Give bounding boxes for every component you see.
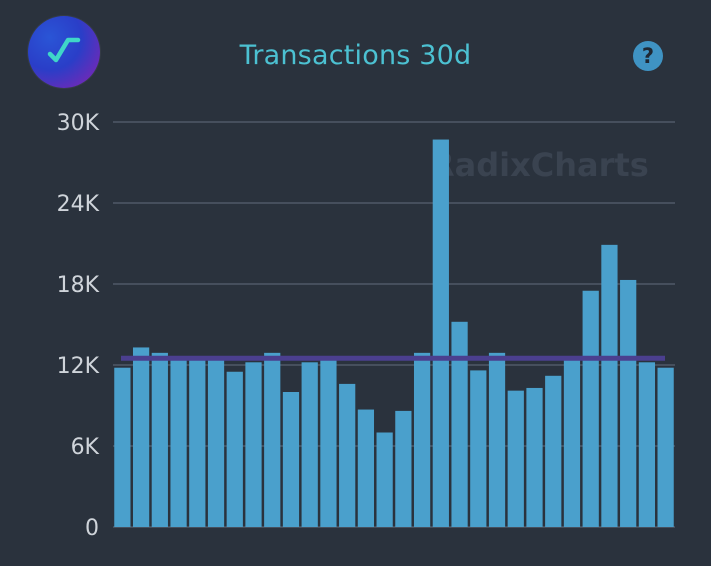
bar[interactable] (207, 359, 225, 527)
bar[interactable] (470, 370, 487, 527)
bar[interactable] (339, 383, 356, 527)
y-axis-ticks: 0 6K 12K 18K 24K 30K (57, 111, 100, 541)
bar[interactable] (545, 375, 562, 527)
checkmark-root-icon (47, 37, 81, 63)
bar[interactable] (451, 321, 468, 527)
bar[interactable] (264, 352, 281, 527)
y-tick-label: 18K (57, 273, 100, 298)
bar[interactable] (189, 359, 206, 527)
bar[interactable] (151, 352, 168, 527)
y-tick-label: 12K (57, 354, 100, 379)
grid-lines (113, 121, 675, 528)
bar[interactable] (301, 362, 318, 527)
bar[interactable] (563, 359, 581, 527)
help-icon[interactable]: ? (633, 41, 663, 71)
y-tick-label: 0 (85, 516, 99, 541)
bar[interactable] (114, 367, 131, 527)
bar[interactable] (376, 432, 393, 528)
y-tick-label: 6K (71, 435, 100, 460)
bar[interactable] (657, 367, 674, 527)
bar[interactable] (582, 290, 599, 527)
bar[interactable] (638, 362, 656, 527)
bar[interactable] (357, 409, 375, 527)
bar[interactable] (488, 352, 506, 527)
bar[interactable] (526, 387, 543, 527)
bars (114, 139, 674, 528)
watermark: RadixCharts (430, 146, 649, 184)
bar[interactable] (282, 392, 300, 527)
bar[interactable] (620, 279, 637, 527)
bar[interactable] (507, 390, 524, 527)
bar[interactable] (170, 359, 187, 527)
bar[interactable] (320, 359, 337, 527)
bar[interactable] (395, 410, 412, 527)
y-tick-label: 30K (57, 111, 100, 136)
bar[interactable] (226, 371, 243, 527)
radixcharts-logo-icon[interactable] (28, 16, 100, 88)
bar[interactable] (413, 352, 431, 527)
bar[interactable] (245, 362, 262, 527)
y-tick-label: 24K (57, 192, 100, 217)
bar[interactable] (601, 244, 618, 527)
chart-title: Transactions 30d (239, 40, 472, 71)
bar[interactable] (432, 139, 449, 528)
bar[interactable] (132, 347, 150, 527)
